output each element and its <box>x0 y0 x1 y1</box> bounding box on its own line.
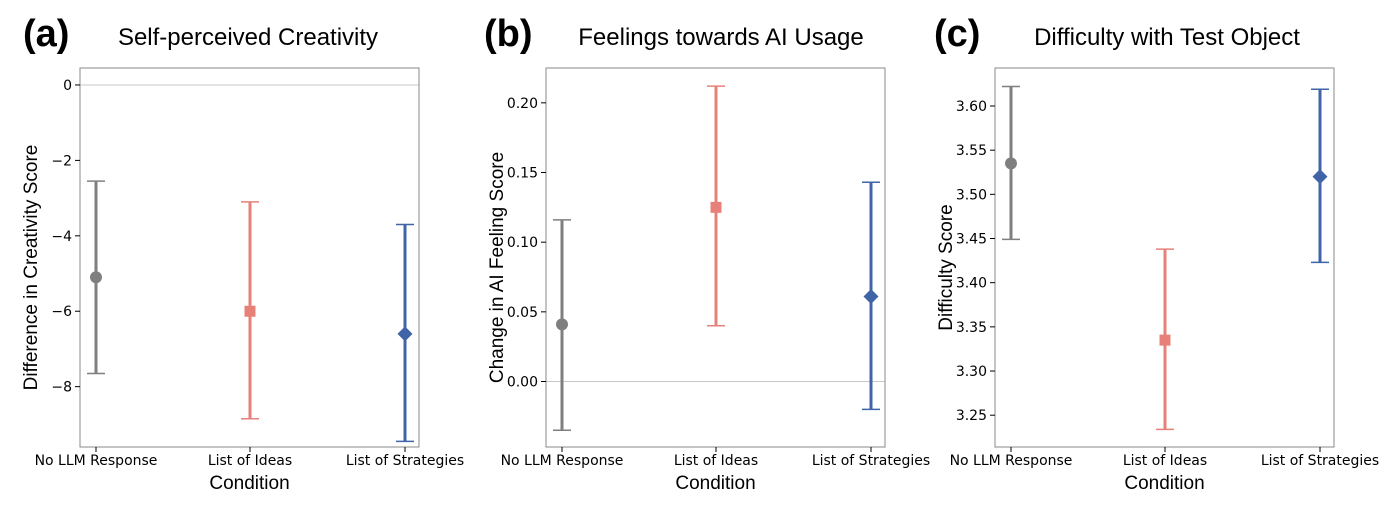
y-tick-label: 3.50 <box>956 187 987 203</box>
mean-marker-diamond <box>863 289 879 305</box>
mean-marker-square <box>710 201 722 213</box>
y-tick-label: 0.15 <box>507 166 538 182</box>
chart-title: Self-perceived Creativity <box>118 24 378 51</box>
data-point-group <box>1311 88 1329 264</box>
y-tick-label: −8 <box>51 380 72 396</box>
data-point-group <box>396 223 414 443</box>
y-tick-label: 3.45 <box>956 232 987 248</box>
y-axis-label: Difficulty Score <box>936 204 957 330</box>
y-tick-label: 0.20 <box>507 96 538 112</box>
data-point-group <box>1156 248 1174 431</box>
x-tick-label: No LLM Response <box>950 453 1073 469</box>
chart-title: Feelings towards AI Usage <box>578 24 863 51</box>
x-axis-label: Condition <box>209 473 289 494</box>
panel-label: (a) <box>23 13 69 55</box>
y-tick-label: 3.35 <box>956 320 987 336</box>
y-tick-label: 3.30 <box>956 364 987 380</box>
x-tick-label: List of Strategies <box>1261 453 1379 469</box>
y-tick-label: 3.25 <box>956 408 987 424</box>
y-tick-label: 0.00 <box>507 375 538 391</box>
y-axis-label: Difference in Creativity Score <box>21 145 42 391</box>
y-tick-label: −2 <box>51 153 72 169</box>
x-tick-label: List of Strategies <box>812 453 930 469</box>
chart-title: Difficulty with Test Object <box>1034 24 1300 51</box>
y-tick-label: −6 <box>51 304 72 320</box>
y-tick-label: 0.10 <box>507 235 538 251</box>
x-tick-label: No LLM Response <box>35 453 158 469</box>
data-point-group <box>553 219 571 432</box>
x-tick-label: List of Ideas <box>1123 453 1207 469</box>
x-tick-label: List of Strategies <box>346 453 464 469</box>
y-tick-label: 3.55 <box>956 143 987 159</box>
y-tick-label: 3.60 <box>956 99 987 115</box>
x-tick-label: List of Ideas <box>208 453 292 469</box>
chart-panel-2: (b) Feelings towards AI Usage 0.00 0.05 0.10… <box>484 13 930 494</box>
data-point-group <box>862 181 880 411</box>
mean-marker-diamond <box>397 326 413 342</box>
mean-marker-circle <box>90 271 102 284</box>
mean-marker-square <box>1159 334 1171 346</box>
y-tick-label: 0.05 <box>507 305 538 321</box>
x-axis-label: Condition <box>1124 473 1204 494</box>
y-axis-label: Change in AI Feeling Score <box>487 152 508 383</box>
y-tick-label: 3.40 <box>956 276 987 292</box>
panel-label: (b) <box>484 13 533 55</box>
data-point-group <box>87 180 105 375</box>
data-point-group <box>241 201 259 420</box>
chart-panel-3: (c) Difficulty with Test Object 3.25 3.30 3.… <box>934 13 1379 494</box>
y-tick-label: 0 <box>63 78 72 94</box>
y-tick-label: −4 <box>51 229 72 245</box>
data-point-group <box>1002 85 1020 241</box>
mean-marker-square <box>244 305 256 317</box>
panel-label: (c) <box>934 13 980 55</box>
data-point-group <box>707 85 725 327</box>
mean-marker-circle <box>556 318 568 331</box>
x-axis-label: Condition <box>675 473 755 494</box>
x-tick-label: No LLM Response <box>501 453 624 469</box>
x-tick-label: List of Ideas <box>674 453 758 469</box>
mean-marker-circle <box>1005 157 1017 170</box>
chart-panel-1: (a) Self-perceived Creativity 0 −2 −4 −6 −8 Dif… <box>21 13 464 494</box>
mean-marker-diamond <box>1312 169 1328 185</box>
